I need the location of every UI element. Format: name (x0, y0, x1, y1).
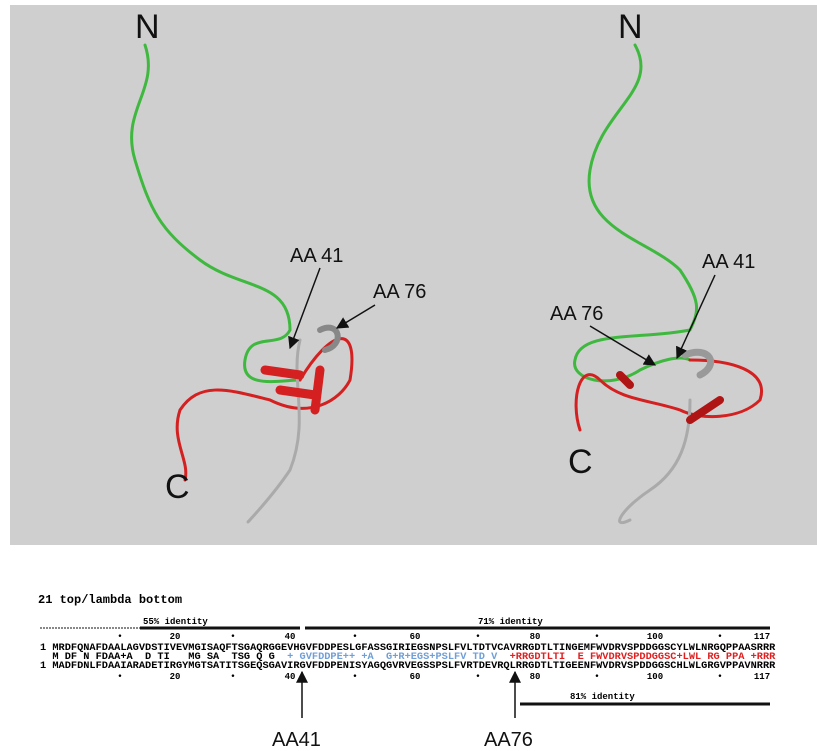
ruler-label: 20 (170, 672, 181, 682)
c-label: C (568, 443, 593, 481)
ruler-label: • (717, 672, 722, 682)
figure: N C AA 41 AA 76 N C AA 41 AA 76 21 top/l… (0, 0, 817, 751)
aa41-label: AA 41 (702, 251, 755, 273)
identity-label: 81% identity (570, 692, 635, 702)
identity-label: 71% identity (478, 617, 543, 627)
ruler-label: • (352, 672, 357, 682)
c-label: C (165, 468, 190, 506)
ruler-label: 60 (410, 632, 421, 642)
ruler-label: • (475, 632, 480, 642)
ruler-label: 117 (754, 672, 770, 682)
ruler-label: • (594, 632, 599, 642)
ruler-label: 40 (285, 632, 296, 642)
ruler-label: • (717, 632, 722, 642)
bottom-sequence: 1 MADFDNLFDAAIARADETIRGYMGTSATITSGEQSGAV… (40, 660, 776, 672)
aa76-label: AA 76 (550, 303, 603, 325)
ruler-label: 80 (530, 672, 541, 682)
aa41-label: AA 41 (290, 245, 343, 267)
structure-panel (10, 5, 817, 545)
ruler-label: 100 (647, 632, 663, 642)
ruler-label: 40 (285, 672, 296, 682)
aa76-label: AA 76 (373, 281, 426, 303)
ruler-label: • (230, 672, 235, 682)
aa41-label: AA41 (272, 729, 321, 751)
n-label: N (618, 8, 643, 46)
aa76-label: AA76 (484, 729, 533, 751)
alignment-title: 21 top/lambda bottom (38, 593, 182, 607)
ruler-label: 60 (410, 672, 421, 682)
ruler-label: 80 (530, 632, 541, 642)
ruler-label: • (352, 632, 357, 642)
ruler-label: • (475, 672, 480, 682)
identity-label: 55% identity (143, 617, 208, 627)
ruler-label: • (594, 672, 599, 682)
ruler-label: • (230, 632, 235, 642)
ruler-label: • (117, 632, 122, 642)
ruler-label: 100 (647, 672, 663, 682)
ruler-label: 117 (754, 632, 770, 642)
ruler-label: 20 (170, 632, 181, 642)
ruler-label: • (117, 672, 122, 682)
n-label: N (135, 8, 160, 46)
